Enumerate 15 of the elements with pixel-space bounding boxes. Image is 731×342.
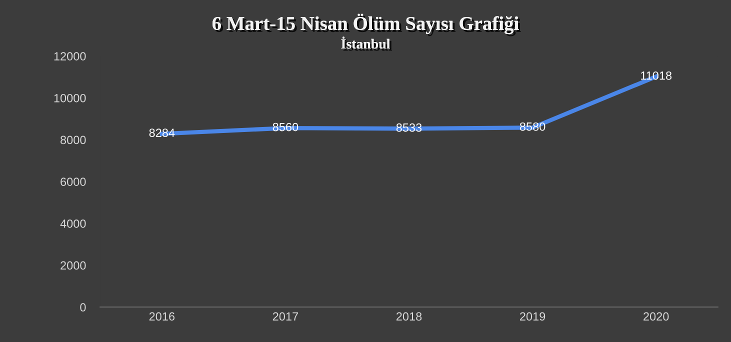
y-tick-label: 12000 (54, 52, 86, 60)
x-tick-label: 2019 (520, 312, 546, 321)
y-tick-label: 8000 (60, 136, 86, 144)
chart-title: 6 Mart-15 Nisan Ölüm Sayısı Grafiği (212, 14, 521, 36)
y-tick-label: 0 (80, 303, 86, 312)
y-tick-label: 4000 (60, 219, 86, 228)
x-tick-label: 2020 (644, 312, 669, 321)
x-tick-label: 2018 (396, 312, 422, 321)
y-tick-label: 10000 (54, 94, 86, 102)
data-label: 11018 (640, 71, 672, 80)
x-tick-label: 2016 (149, 312, 175, 321)
y-tick-label: 6000 (60, 178, 86, 186)
y-tick-label: 2000 (60, 261, 86, 270)
chart-subtitle: İstanbul (341, 36, 392, 51)
x-tick-label: 2017 (272, 312, 298, 321)
